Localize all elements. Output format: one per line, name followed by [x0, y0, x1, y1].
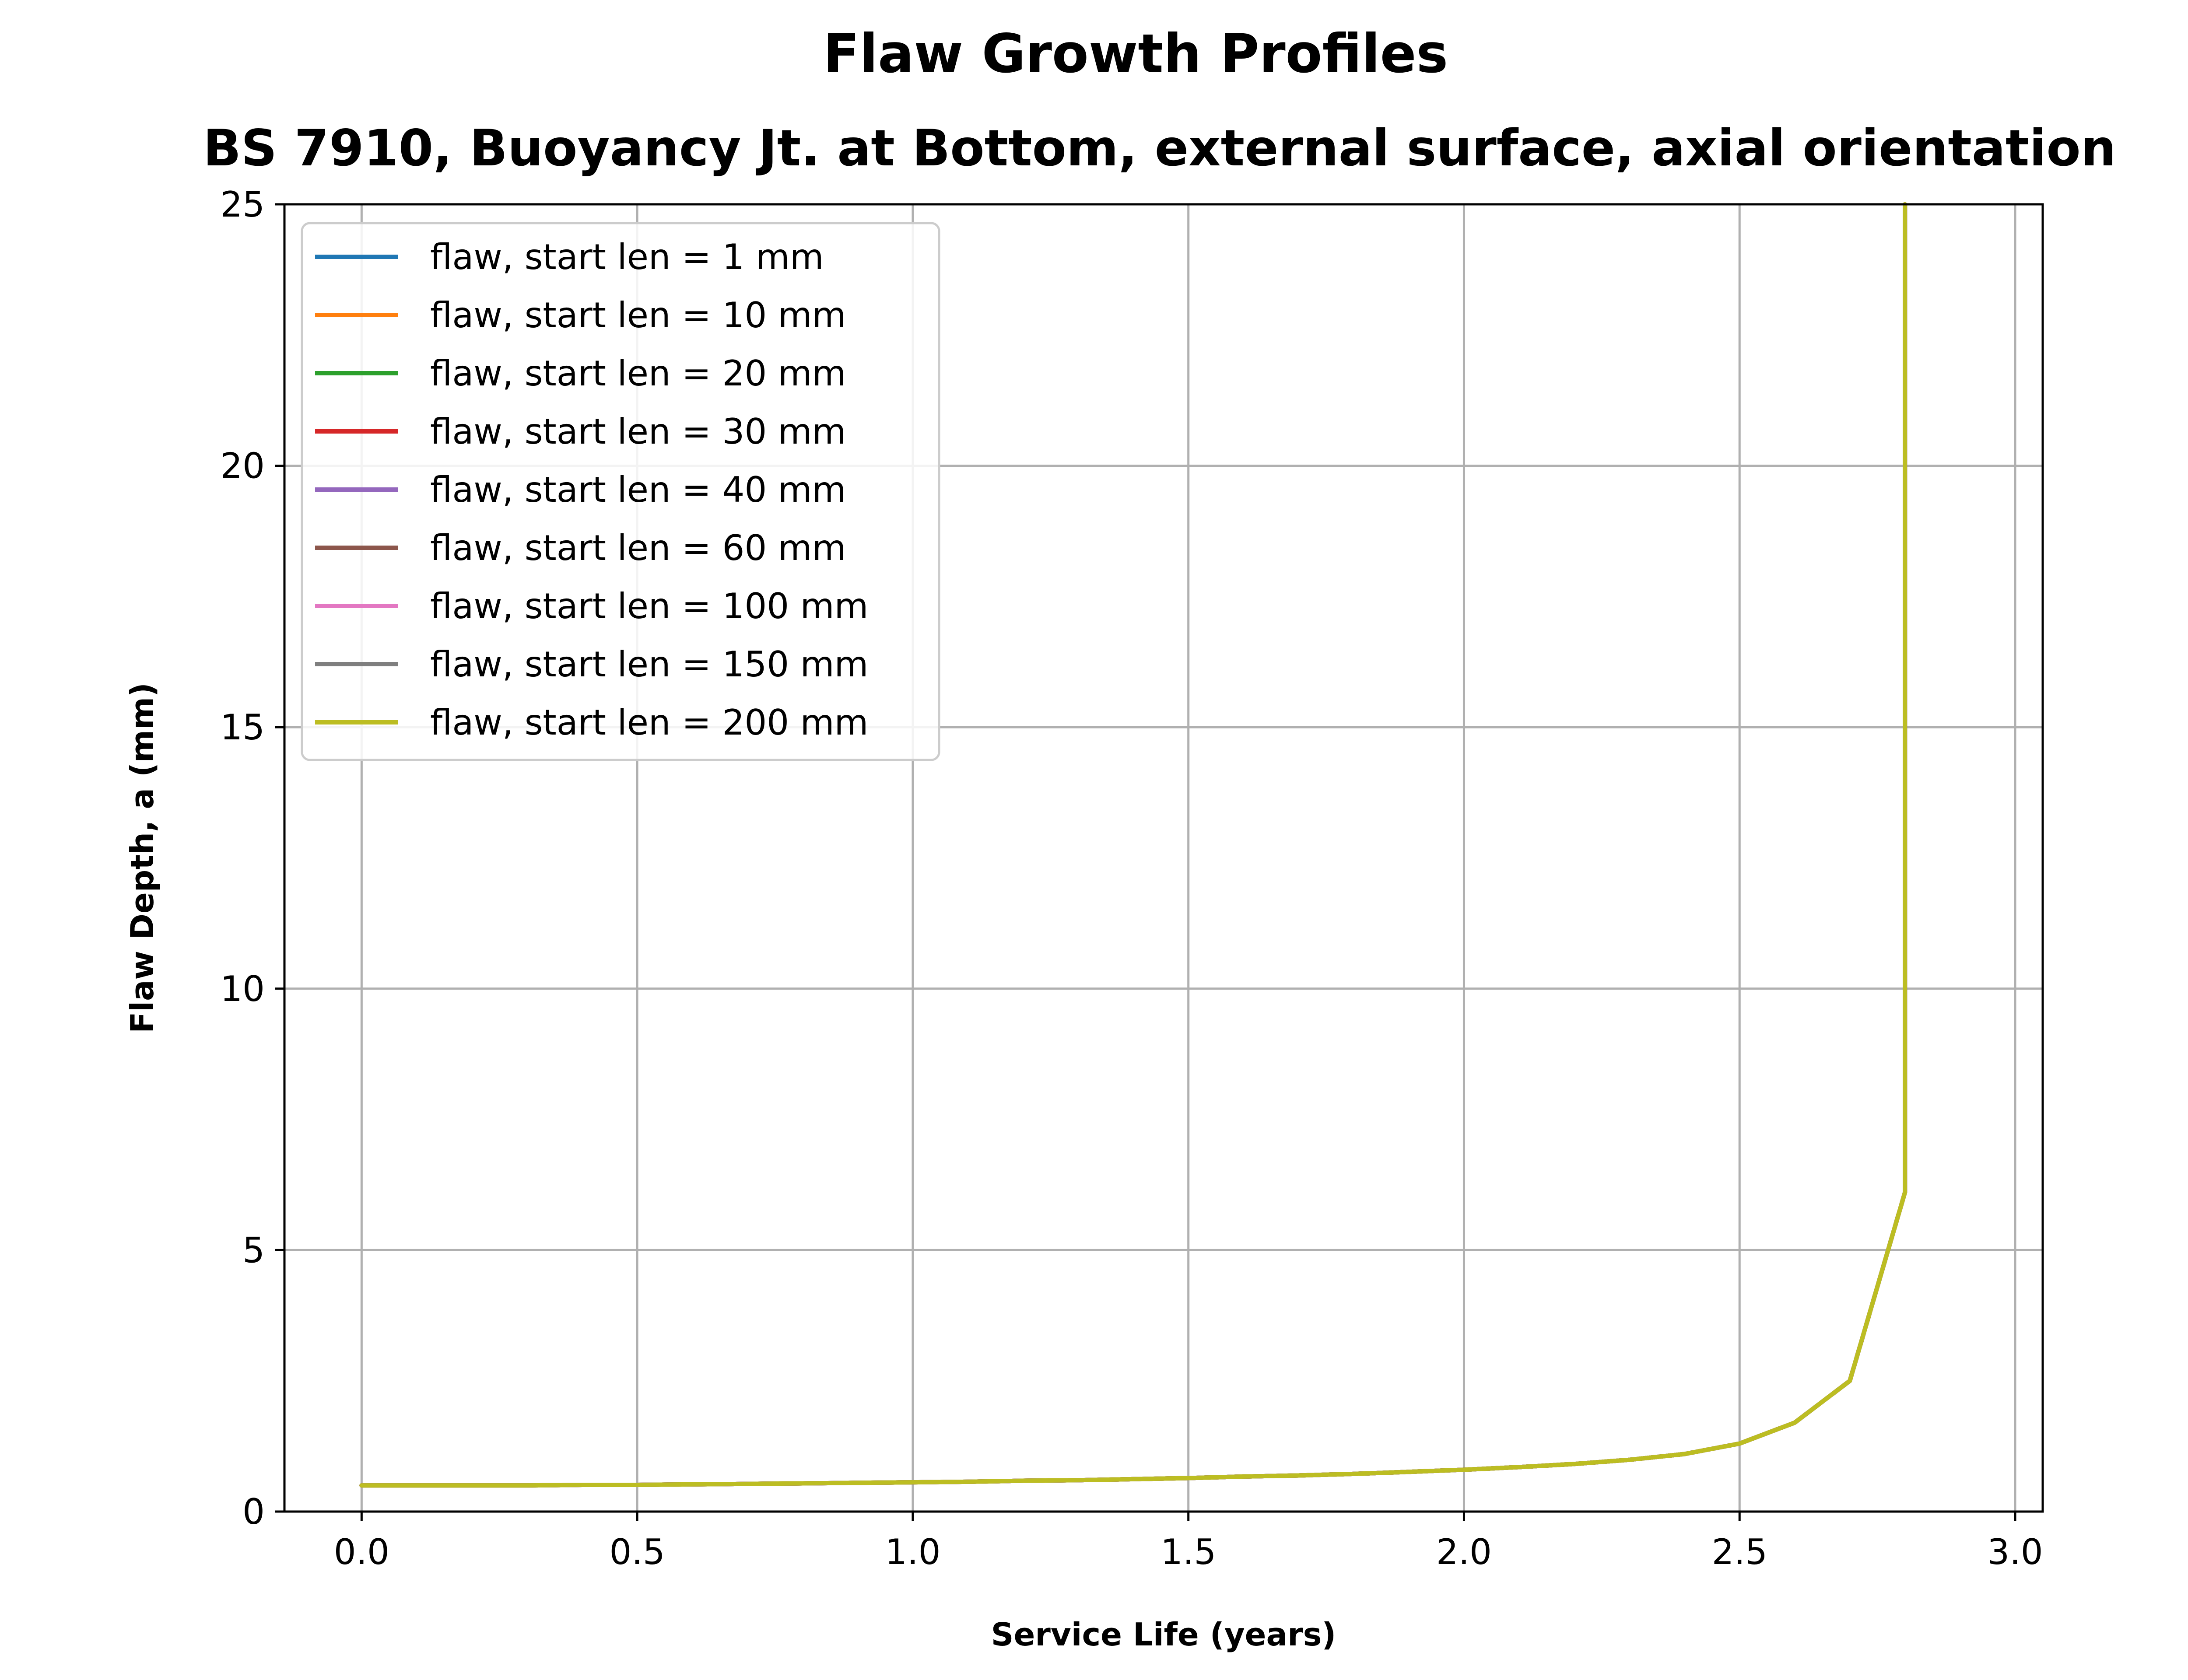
- y-tick-label: 0: [242, 1491, 265, 1532]
- y-tick-label: 10: [220, 969, 265, 1009]
- legend-entry: flaw, start len = 40 mm: [430, 469, 846, 510]
- y-tick-label: 15: [220, 707, 265, 748]
- legend-entry: flaw, start len = 60 mm: [430, 528, 846, 568]
- x-tick-label: 1.0: [885, 1532, 940, 1572]
- x-tick-label: 2.0: [1436, 1532, 1492, 1572]
- chart-subtitle: BS 7910, Buoyancy Jt. at Bottom, externa…: [203, 119, 2116, 177]
- y-tick-label: 5: [242, 1230, 265, 1270]
- plot-frame: [283, 203, 2044, 1513]
- x-tick-label: 0.0: [334, 1532, 389, 1572]
- x-axis-label: Service Life (years): [991, 1616, 1336, 1653]
- legend-entry: flaw, start len = 10 mm: [430, 295, 846, 336]
- legend-box: [301, 222, 940, 761]
- legend-entry: flaw, start len = 1 mm: [430, 237, 824, 277]
- legend-entry: flaw, start len = 150 mm: [430, 644, 868, 685]
- y-tick-label: 20: [220, 446, 265, 486]
- y-tick-label: 25: [220, 184, 265, 225]
- legend-entry: flaw, start len = 100 mm: [430, 586, 868, 626]
- series-line: [359, 202, 1907, 1488]
- legend: flaw, start len = 1 mm flaw, start len = …: [301, 222, 940, 761]
- chart-title: Flaw Growth Profiles: [823, 23, 1448, 85]
- x-tick-label: 1.5: [1161, 1532, 1216, 1572]
- legend-entry: flaw, start len = 200 mm: [430, 702, 868, 743]
- legend-entry: flaw, start len = 20 mm: [430, 353, 846, 394]
- legend-entry: flaw, start len = 30 mm: [430, 411, 846, 452]
- x-tick-label: 3.0: [1987, 1532, 2043, 1572]
- y-axis-label: Flaw Depth, a (mm): [124, 682, 161, 1033]
- x-tick-label: 2.5: [1712, 1532, 1767, 1572]
- series-lines: [359, 202, 1907, 1488]
- x-tick-label: 0.5: [610, 1532, 665, 1572]
- axis-ticks: 0.0 0.5 1.0 1.5 2.0 2.5 3.0 0 5 10 15 20 25: [220, 184, 2043, 1572]
